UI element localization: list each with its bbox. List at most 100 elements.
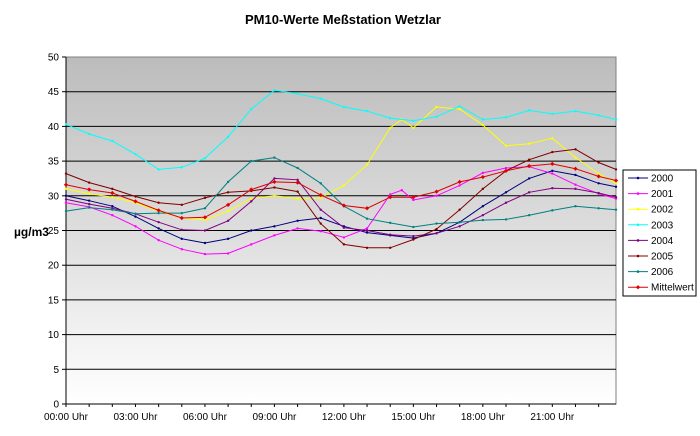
data-point [134,215,137,218]
data-point [203,196,207,200]
data-point [318,192,323,198]
data-point [434,189,439,194]
x-tick-label: 03:00 Uhr [114,412,159,423]
data-point [203,157,207,160]
data-point [64,187,68,191]
data-point [319,229,322,233]
data-point [296,227,299,230]
data-point [87,187,92,192]
series-2003 [64,89,618,171]
series-line [65,106,617,221]
data-point [435,227,438,231]
legend-box [622,169,697,297]
data-point [273,225,276,228]
legend-marker [636,270,640,273]
data-point [64,194,68,197]
data-point [250,197,253,200]
data-point [111,195,114,199]
data-point [157,211,160,215]
x-tick-label: 21:00 Uhr [530,412,575,423]
data-point [110,190,115,196]
data-point [574,205,577,208]
data-point [319,208,322,211]
data-point [134,195,137,198]
data-point [458,105,461,108]
data-point [342,226,346,229]
data-point [63,182,69,187]
data-point [226,252,230,255]
data-point [503,168,509,173]
data-point [64,209,68,213]
data-point [504,116,508,119]
data-point [614,195,618,199]
data-point [250,159,253,163]
data-point [574,183,577,186]
data-point [273,89,276,92]
data-point [203,252,207,256]
data-point [296,219,299,222]
data-point [458,107,461,111]
data-point [226,135,230,139]
data-point [202,215,208,220]
data-point [435,115,438,118]
legend: 2000 2001 2002 2003 2004 2005 2006 Mittelwert [622,169,697,297]
y-tick-label: 20 [48,261,60,272]
x-tick-label: 15:00 Uhr [391,412,436,423]
legend-marker [636,176,640,180]
data-point [341,203,347,208]
data-point [458,225,461,228]
data-point [250,243,253,246]
data-point [64,198,68,201]
data-point [527,142,531,145]
data-point [87,199,91,202]
data-point [273,186,276,189]
data-point [134,212,137,216]
data-point [342,236,346,239]
data-point [527,191,531,194]
data-point [273,156,276,159]
data-point [389,221,392,225]
legend-item: 2005 [628,252,674,263]
x-tick-label: 12:00 Uhr [322,412,367,423]
legend-label: 2000 [651,174,674,185]
data-point [435,194,438,197]
data-point [111,187,114,191]
data-point [296,197,299,200]
data-point [504,166,508,170]
data-point [412,234,415,238]
data-point [180,228,183,232]
data-point [365,231,369,234]
data-point [400,189,403,192]
y-tick-label: 10 [48,330,60,341]
data-point [319,97,322,100]
data-point [319,216,322,220]
data-point [134,225,137,228]
legend-marker [636,254,640,258]
data-point [319,196,322,200]
legend-marker [636,207,640,211]
data-point [180,248,183,251]
legend-marker [636,223,640,227]
legend-item: 2006 [628,267,674,278]
data-point [597,172,600,175]
legend-marker [636,192,640,195]
data-point [574,109,577,113]
data-point [156,208,161,213]
data-point [504,191,508,194]
series-2002 [64,105,618,222]
legend-item: 2002 [628,205,674,216]
data-point [180,211,183,215]
y-tick-label: 30 [48,191,60,202]
data-point [180,166,183,169]
y-tick-label: 25 [48,226,60,237]
data-point [87,192,91,195]
data-point [64,123,68,126]
data-point [614,118,618,121]
data-point [250,229,253,232]
axes: 0 5 10 15 20 25 30 35 40 45 50 00:00 Uhr 03:00 Uhr 06… [44,53,616,423]
data-point [226,209,230,213]
data-point [573,166,578,171]
data-point [134,152,137,156]
gridlines [66,91,616,370]
